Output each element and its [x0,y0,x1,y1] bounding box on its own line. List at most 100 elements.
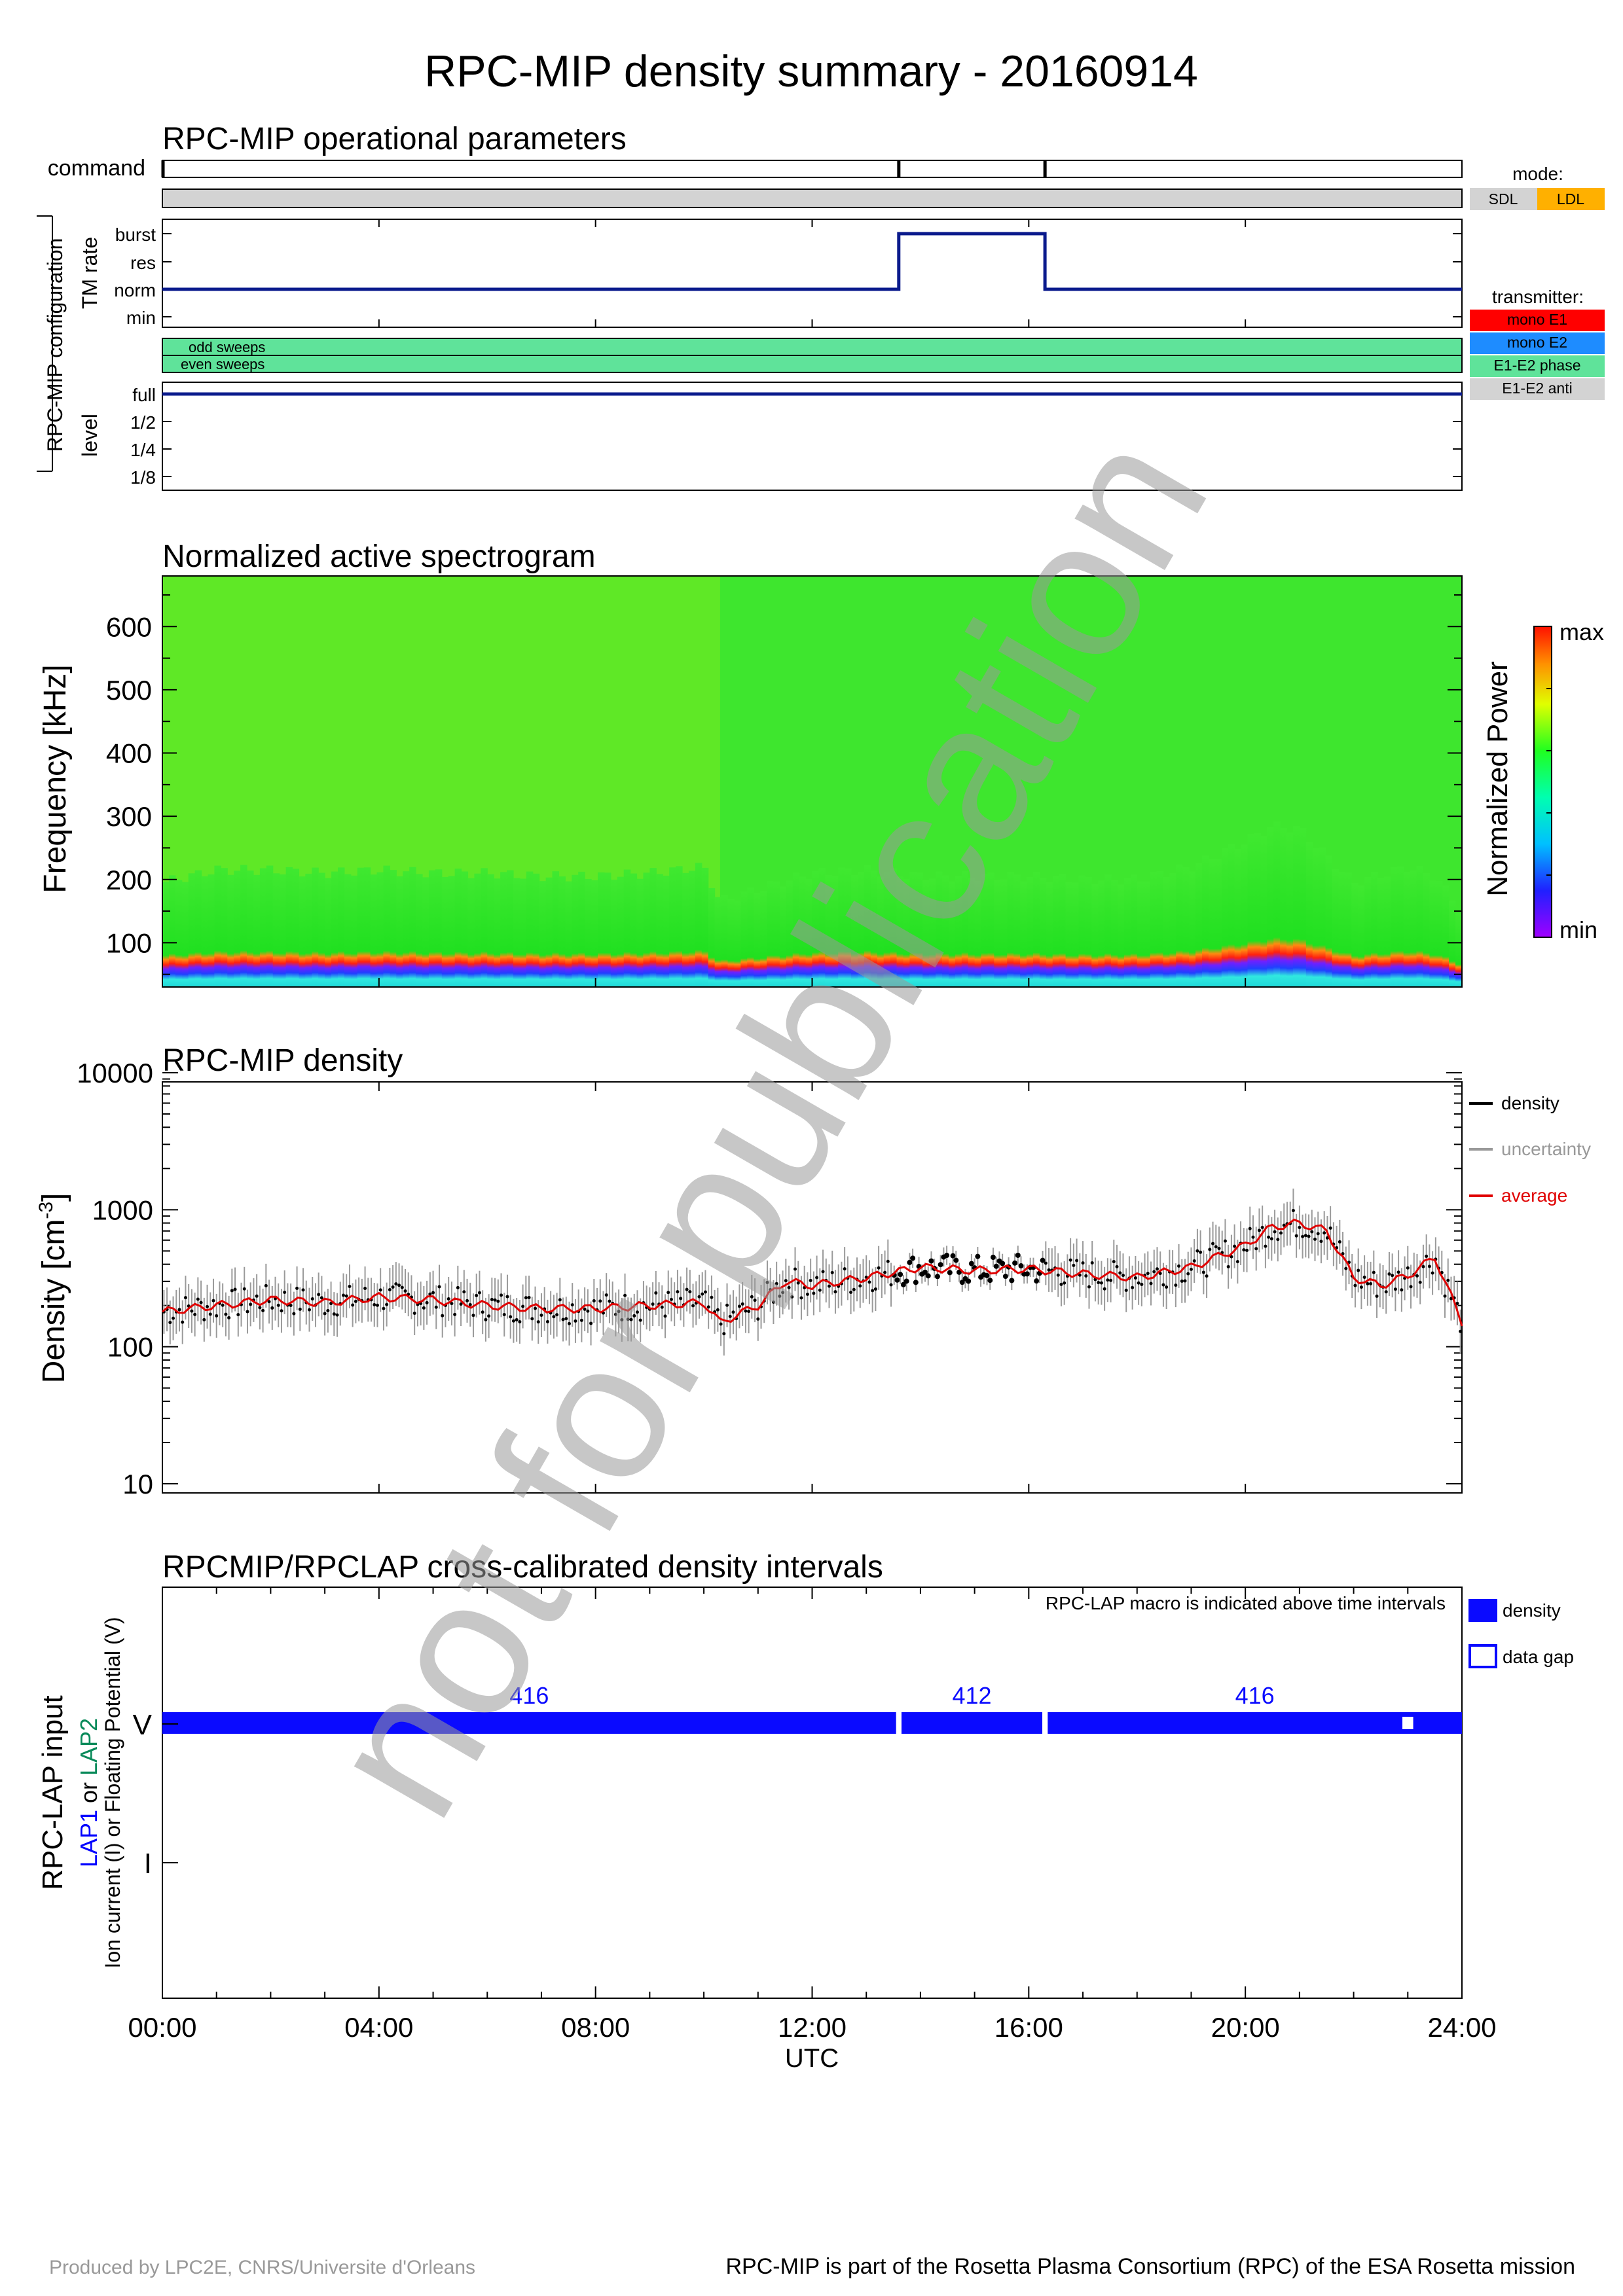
density-point [208,1312,212,1316]
density-ticks: 10 100 1000 10000 [77,1058,1463,1499]
spectrogram-column [1195,863,1203,987]
density-point [1149,1282,1153,1285]
density-point [778,1294,782,1298]
spectrogram-ytick-label: 300 [106,801,152,832]
density-point [925,1273,931,1279]
lap-ticks: VI [133,1587,1463,1998]
spectrogram-column [435,869,443,987]
spectrogram-column [1273,821,1281,987]
density-point [465,1299,469,1302]
density-point [747,1310,751,1314]
level-ticks: full 1/2 1/4 1/8 [130,385,1462,488]
lap-macro-label: 412 [952,1682,991,1709]
density-point [394,1282,398,1286]
density-point [190,1309,194,1313]
spectrogram-column [1156,870,1164,987]
density-point [1075,1259,1079,1263]
spectrogram-column [1072,882,1080,987]
spectrogram-column [987,872,995,987]
density-point [620,1318,624,1322]
density-point [524,1296,528,1300]
density-point [363,1286,367,1290]
density-ytick-label: 1000 [92,1194,153,1225]
spectrogram-column [792,872,800,987]
density-point [319,1296,323,1300]
density-point [1310,1230,1314,1234]
spectrogram-column [519,878,527,987]
density-point [224,1312,228,1316]
spectrogram-column [552,871,560,987]
density-ytick-label: 10 [122,1469,153,1499]
density-point [1109,1278,1113,1282]
spectrogram-column [597,872,605,987]
spectrogram-column [805,879,813,987]
spectrogram-column [1449,901,1456,987]
density-point [651,1302,655,1306]
density-point [1418,1280,1422,1284]
spectrogram-ytick-label: 200 [106,865,152,895]
density-point [1328,1226,1332,1230]
density-point [928,1258,934,1264]
density-point [558,1298,562,1302]
command-label: command [48,156,145,181]
spectrogram-column [175,880,183,987]
density-point [805,1293,809,1297]
density-point [264,1283,268,1287]
density-point [1081,1261,1085,1265]
density-point [756,1317,760,1321]
spectrogram-column [1052,876,1060,987]
density-point [1152,1270,1156,1274]
density-point [953,1257,959,1263]
spectrogram-column [688,870,696,987]
spectrogram-column [1046,882,1053,987]
lap-legend-gap-swatch [1468,1644,1497,1668]
density-point [818,1288,822,1292]
spectrogram-column [779,886,787,987]
density-point [796,1281,800,1285]
spectrogram-ytick-label: 600 [106,611,152,642]
density-point [527,1295,531,1299]
density-point [703,1290,707,1294]
spectrogram-column [1234,849,1242,987]
spectrogram-column [877,876,884,987]
spectrogram-column [942,875,949,987]
density-point [775,1282,778,1285]
spectrogram-column [357,867,365,987]
density-point [740,1302,744,1306]
density-point [1155,1267,1159,1271]
density-point [666,1291,670,1295]
density-point [701,1292,704,1296]
spectrogram-column [363,867,371,987]
density-point [623,1293,627,1297]
density-point [1375,1294,1379,1298]
x-tick-label: 12:00 [778,2012,847,2043]
spectrogram-column [1364,876,1372,987]
spectrogram-column [1254,833,1261,987]
density-point [744,1309,748,1313]
spectrogram-column [376,872,384,987]
spectrogram-column [448,876,456,987]
density-point [1393,1287,1397,1291]
density-point [903,1278,909,1284]
mode-ldl-swatch [1537,188,1605,210]
density-point [871,1289,875,1293]
spectrogram-column [1403,871,1411,987]
density-point [1103,1287,1106,1291]
density-point [561,1318,565,1321]
x-tick-label: 20:00 [1211,2012,1280,2043]
density-point [894,1277,900,1283]
density-point [202,1318,206,1321]
tx-phase-label: E1-E2 phase [1494,357,1581,374]
ops-title: RPC-MIP operational parameters [162,122,627,156]
density-point [1254,1247,1258,1251]
density-point [790,1295,794,1299]
spectrogram-column [701,867,709,987]
density-point [552,1315,556,1319]
density-point [843,1267,847,1271]
density-point [827,1284,831,1288]
mode-sdl-swatch [1470,188,1537,210]
spectrogram-column [1214,858,1222,987]
density-point [993,1263,999,1269]
density-average-line [162,1218,1463,1327]
spectrogram-column [428,870,436,987]
